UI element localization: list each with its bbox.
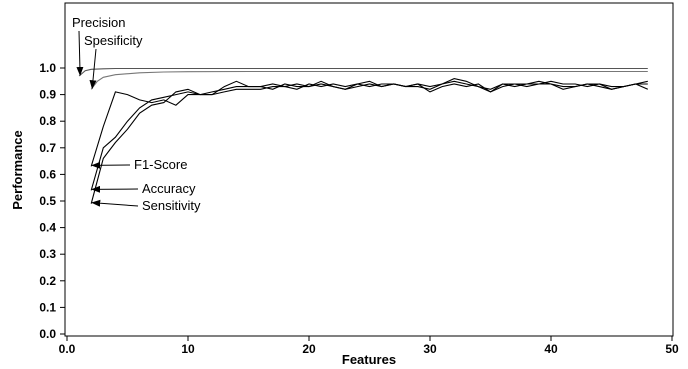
series-line-precision [78, 67, 648, 77]
y-tick-label: 0.8 [39, 114, 56, 128]
y-tick-label: 0.0 [39, 327, 56, 341]
annotation-layer: Precision Spesificity F1-Score Accuracy Sens… [72, 15, 201, 213]
x-tick-label: 20 [302, 342, 316, 356]
y-axis-title: Performance [10, 130, 25, 209]
y-tick-label: 0.3 [39, 247, 56, 261]
series-line-sensitivity [90, 80, 649, 204]
x-tick-label: 40 [544, 342, 558, 356]
y-tick-label: 0.7 [39, 141, 56, 155]
x-axis: 0.0 10 20 30 40 50 [59, 336, 679, 356]
plot-frame [64, 2, 674, 337]
x-tick-label: 0.0 [59, 342, 76, 356]
annotation-arrow-sensitivity [91, 199, 139, 207]
annotation-arrow-spesificity [89, 48, 97, 90]
y-axis: 0.0 0.1 0.2 0.3 0.4 0.5 0.6 0.7 0.8 0.9 1.0 [39, 61, 65, 341]
x-axis-title: Features [342, 352, 396, 367]
annotation-label-accuracy: Accuracy [142, 181, 196, 196]
annotation-label-sensitivity: Sensitivity [142, 198, 201, 213]
x-tick-label: 30 [423, 342, 437, 356]
series-line-f1-score [90, 80, 648, 167]
annotation-label-f1-score: F1-Score [134, 157, 187, 172]
y-tick-label: 0.9 [39, 88, 56, 102]
y-tick-label: 0.5 [39, 194, 56, 208]
annotation-label-precision: Precision [72, 15, 125, 30]
y-tick-label: 0.1 [39, 300, 56, 314]
y-tick-label: 1.0 [39, 61, 56, 75]
x-tick-label: 10 [181, 342, 195, 356]
y-tick-label: 0.2 [39, 274, 56, 288]
y-tick-label: 0.6 [39, 167, 56, 181]
y-tick-label: 0.4 [39, 221, 56, 235]
series-line-accuracy [90, 78, 648, 191]
series-layer [78, 67, 649, 204]
annotation-arrow-precision [76, 30, 84, 76]
series-line-spesificity [90, 70, 648, 90]
annotation-label-spesificity: Spesificity [84, 33, 143, 48]
x-tick-label: 50 [665, 342, 679, 356]
